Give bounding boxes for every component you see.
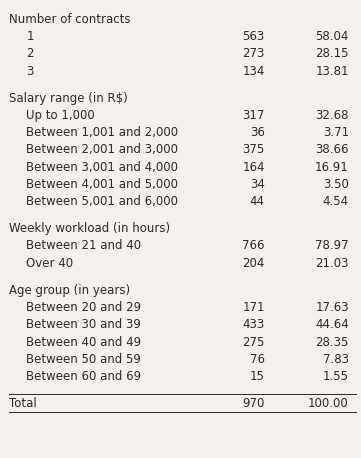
Text: 7.83: 7.83 — [323, 353, 349, 366]
Text: Weekly workload (in hours): Weekly workload (in hours) — [9, 222, 170, 235]
Text: Between 3,001 and 4,000: Between 3,001 and 4,000 — [26, 161, 178, 174]
Text: Between 21 and 40: Between 21 and 40 — [26, 240, 142, 252]
Text: 171: 171 — [242, 301, 265, 314]
Text: 275: 275 — [242, 336, 265, 349]
Text: 317: 317 — [242, 109, 265, 122]
Text: 1: 1 — [26, 30, 34, 43]
Text: Between 4,001 and 5,000: Between 4,001 and 5,000 — [26, 178, 178, 191]
Text: Between 40 and 49: Between 40 and 49 — [26, 336, 142, 349]
Text: 21.03: 21.03 — [316, 257, 349, 270]
Text: 563: 563 — [243, 30, 265, 43]
Text: 4.54: 4.54 — [323, 195, 349, 208]
Text: 36: 36 — [250, 126, 265, 139]
Text: 164: 164 — [242, 161, 265, 174]
Text: Up to 1,000: Up to 1,000 — [26, 109, 95, 122]
Text: Number of contracts: Number of contracts — [9, 13, 130, 26]
Text: 13.81: 13.81 — [316, 65, 349, 78]
Text: 375: 375 — [243, 143, 265, 157]
Text: Age group (in years): Age group (in years) — [9, 284, 130, 297]
Text: 273: 273 — [242, 47, 265, 60]
Text: 2: 2 — [26, 47, 34, 60]
Text: Total: Total — [9, 397, 36, 410]
Text: 76: 76 — [250, 353, 265, 366]
Text: Between 20 and 29: Between 20 and 29 — [26, 301, 142, 314]
Text: 433: 433 — [243, 318, 265, 331]
Text: 16.91: 16.91 — [315, 161, 349, 174]
Text: 15: 15 — [250, 370, 265, 383]
Text: 766: 766 — [242, 240, 265, 252]
Text: 32.68: 32.68 — [316, 109, 349, 122]
Text: 3: 3 — [26, 65, 34, 78]
Text: 28.35: 28.35 — [316, 336, 349, 349]
Text: Over 40: Over 40 — [26, 257, 74, 270]
Text: Between 30 and 39: Between 30 and 39 — [26, 318, 141, 331]
Text: 44: 44 — [250, 195, 265, 208]
Text: 58.04: 58.04 — [316, 30, 349, 43]
Text: 3.50: 3.50 — [323, 178, 349, 191]
Text: Between 1,001 and 2,000: Between 1,001 and 2,000 — [26, 126, 179, 139]
Text: Between 50 and 59: Between 50 and 59 — [26, 353, 141, 366]
Text: Between 2,001 and 3,000: Between 2,001 and 3,000 — [26, 143, 178, 157]
Text: 34: 34 — [250, 178, 265, 191]
Text: Between 5,001 and 6,000: Between 5,001 and 6,000 — [26, 195, 178, 208]
Text: 17.63: 17.63 — [315, 301, 349, 314]
Text: 134: 134 — [242, 65, 265, 78]
Text: 3.71: 3.71 — [323, 126, 349, 139]
Text: 204: 204 — [242, 257, 265, 270]
Text: 44.64: 44.64 — [315, 318, 349, 331]
Text: 78.97: 78.97 — [315, 240, 349, 252]
Text: 1.55: 1.55 — [323, 370, 349, 383]
Text: Salary range (in R$): Salary range (in R$) — [9, 92, 127, 104]
Text: 100.00: 100.00 — [308, 397, 349, 410]
Text: 38.66: 38.66 — [316, 143, 349, 157]
Text: 28.15: 28.15 — [316, 47, 349, 60]
Text: Between 60 and 69: Between 60 and 69 — [26, 370, 142, 383]
Text: 970: 970 — [242, 397, 265, 410]
